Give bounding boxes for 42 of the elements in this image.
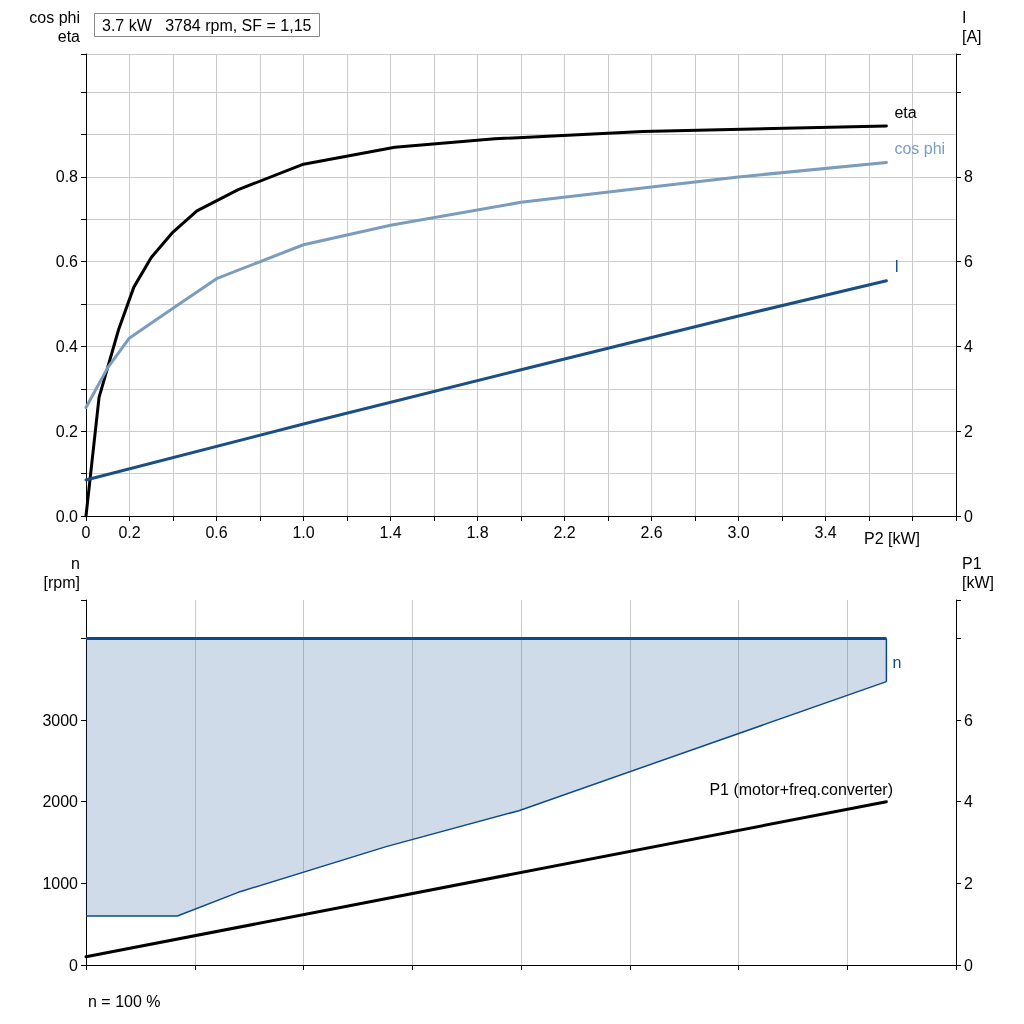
x-tick-label: 2.2	[553, 523, 576, 541]
series-label: eta	[894, 103, 917, 121]
y-tick-label: 0.2	[55, 422, 79, 440]
chart-title: 3.7 kW 3784 rpm, SF = 1,15	[102, 16, 312, 34]
y-tick-label: 0.6	[55, 253, 79, 271]
x-tick-label: 0.6	[205, 523, 228, 541]
y2-tick-label: 8	[964, 168, 973, 186]
x-axis-title: P2 [kW]	[864, 530, 921, 547]
x-tick-label: 1.0	[292, 523, 315, 541]
x-tick-label: 1.4	[379, 523, 402, 541]
series-label: n	[892, 653, 902, 671]
y2-tick-label: 6	[964, 253, 973, 271]
y2-axis-title: P1 [kW]	[962, 555, 994, 591]
y2-tick-label: 4	[964, 337, 973, 355]
y2-tick-label: 0	[964, 507, 973, 525]
series-label: P1 (motor+freq.converter)	[709, 781, 894, 799]
y-tick-label: 0.0	[55, 507, 79, 525]
line-series	[84, 161, 888, 409]
y2-axis-title: I [A]	[962, 9, 982, 45]
y-tick-label: 0.8	[55, 168, 79, 186]
y2-tick-label: 4	[964, 793, 973, 811]
series-label: cos phi	[894, 140, 946, 158]
y-tick-label: 2000	[42, 793, 79, 811]
y2-tick-label: 0	[964, 956, 973, 974]
y2-tick-label: 2	[964, 874, 973, 892]
y-axis-title: cos phi eta	[29, 9, 81, 45]
line-series	[84, 279, 888, 482]
x-tick-label: 3.0	[727, 523, 750, 541]
series-label: I	[894, 258, 899, 276]
y-tick-label: 3000	[42, 711, 79, 729]
y-tick-label: 0	[69, 956, 79, 974]
x-tick-label: 2.6	[640, 523, 663, 541]
x-tick-label: 1.8	[466, 523, 489, 541]
y2-tick-label: 2	[964, 422, 973, 440]
text: n = 100 %	[88, 992, 161, 1010]
x-tick-label: 0	[81, 523, 91, 541]
y-axis-title: n [rpm]	[43, 555, 80, 591]
y-tick-label: 0.4	[55, 337, 79, 355]
y2-tick-label: 6	[964, 711, 973, 729]
y-tick-label: 1000	[42, 874, 79, 892]
x-tick-label: 0.2	[118, 523, 141, 541]
x-tick-label: 3.4	[814, 523, 837, 541]
